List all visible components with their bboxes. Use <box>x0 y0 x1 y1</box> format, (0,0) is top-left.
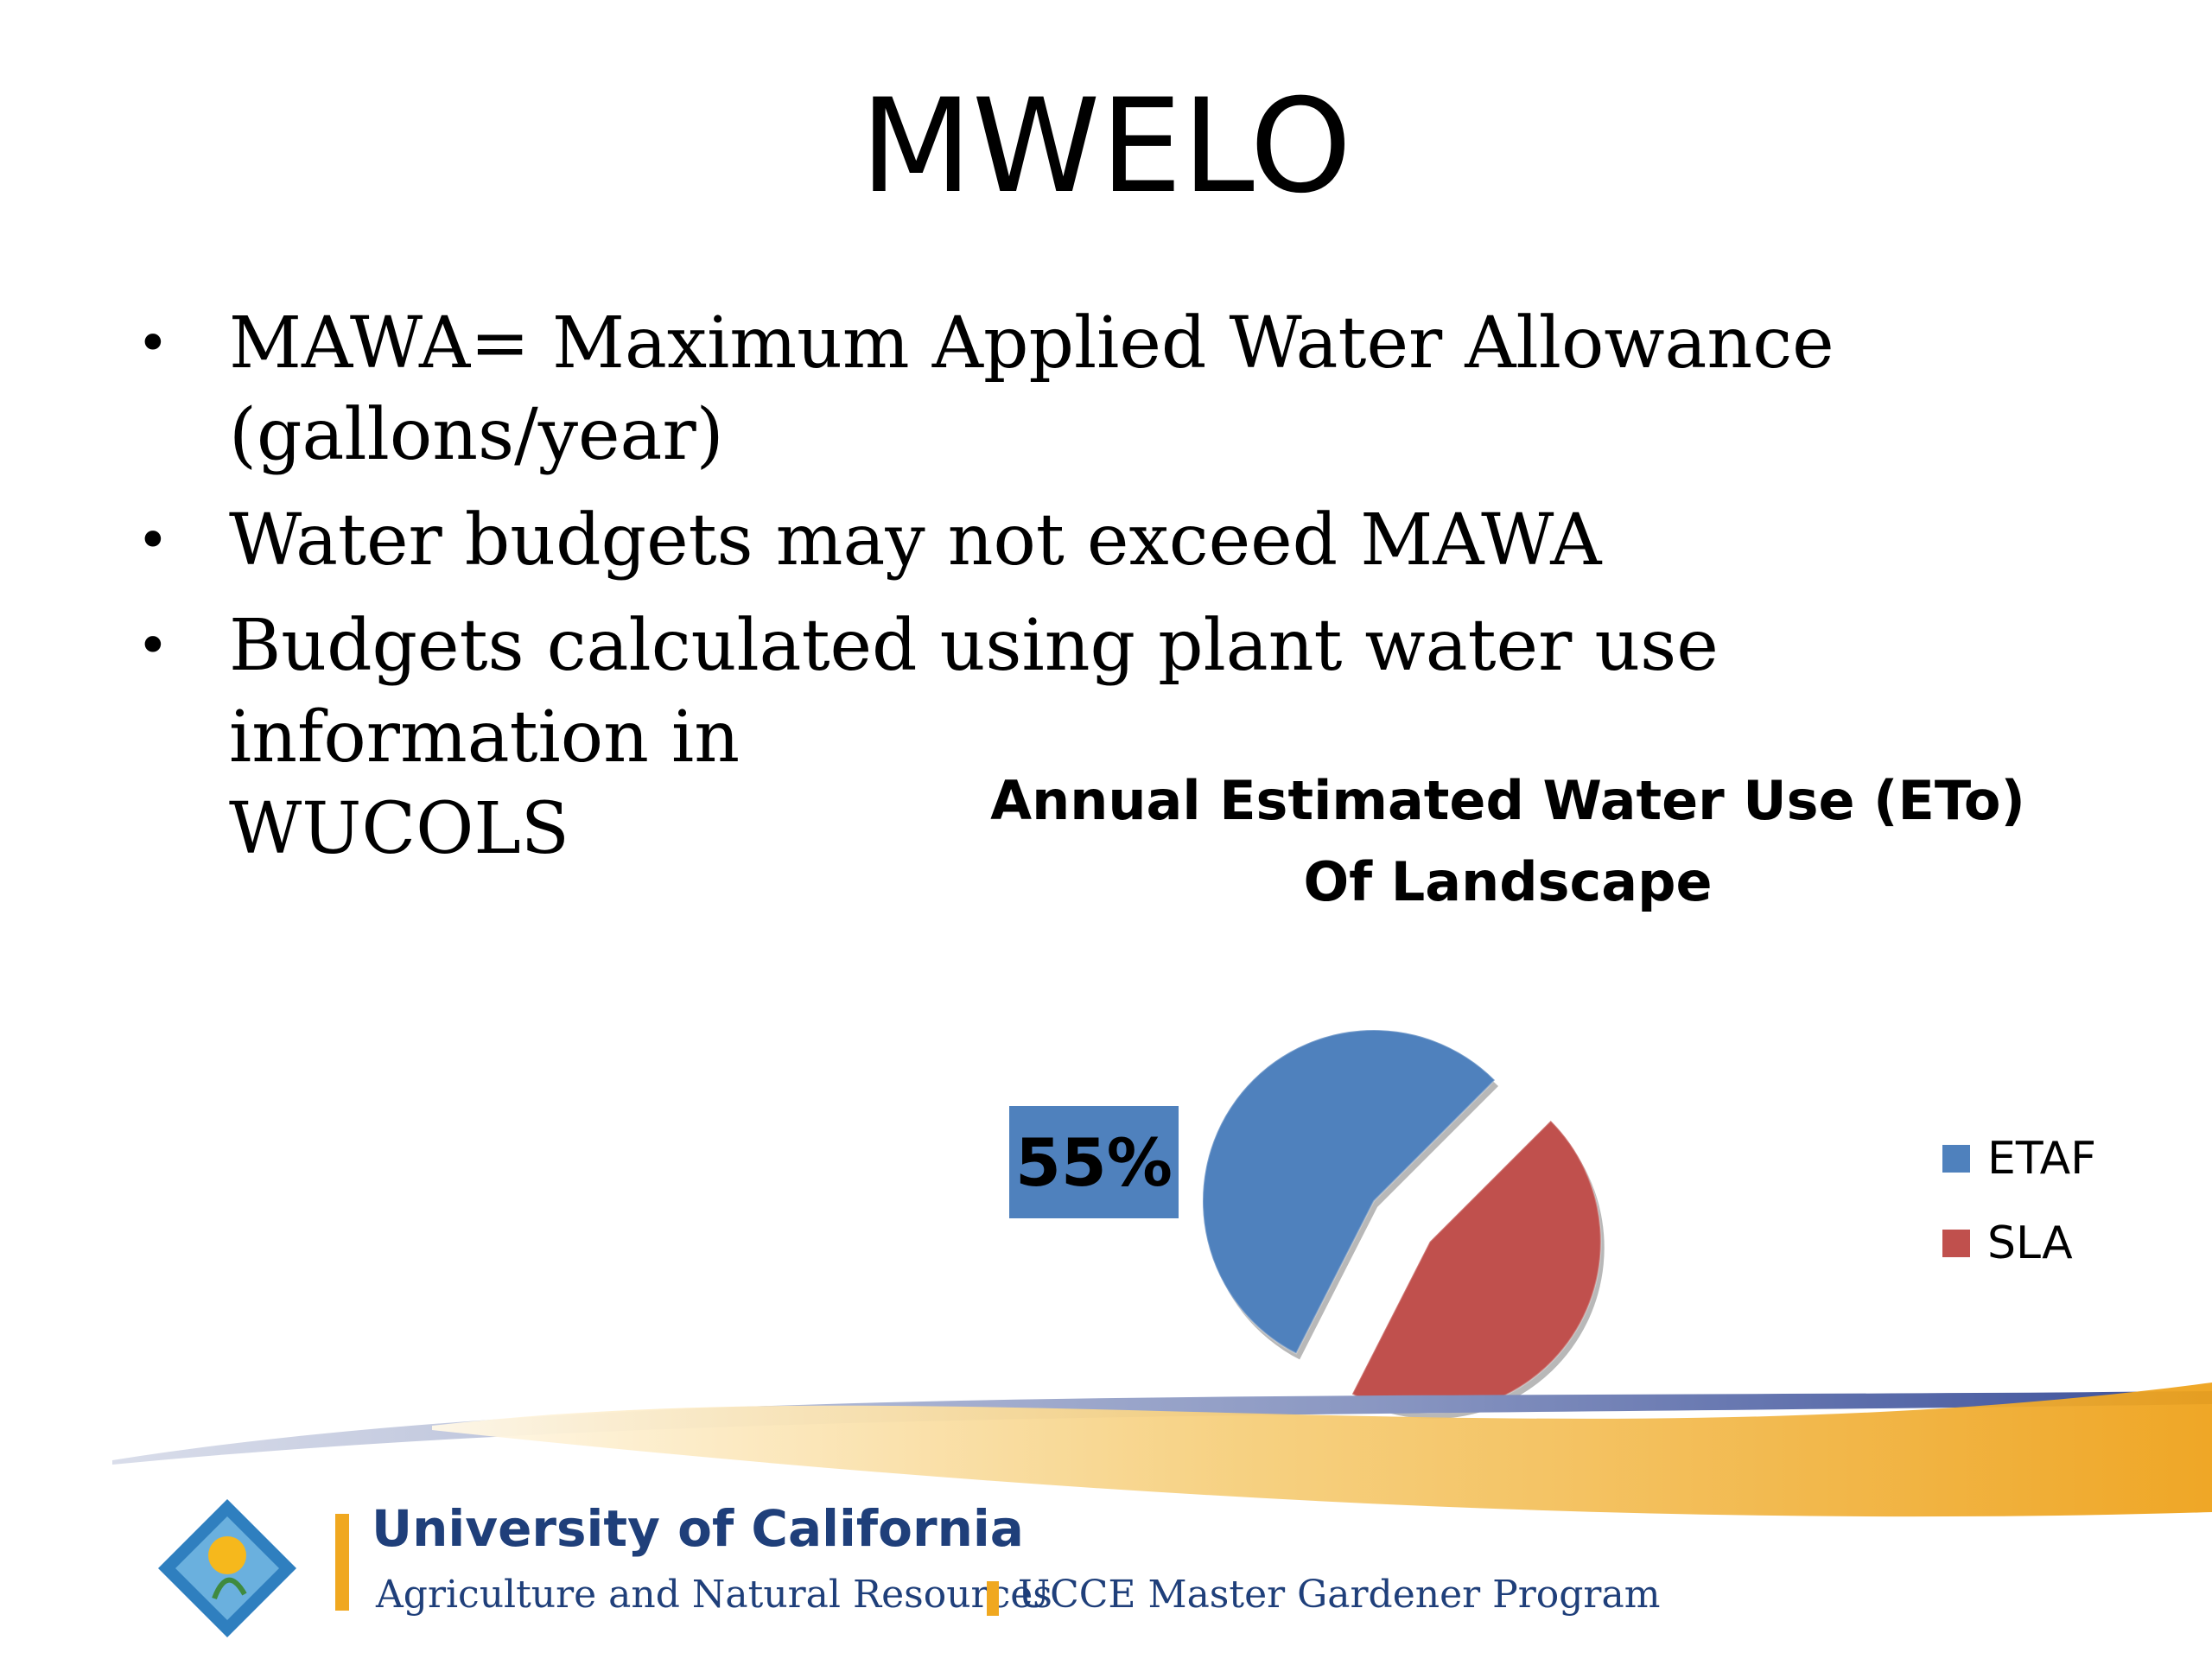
pie-slice-etaf <box>1202 1029 1497 1355</box>
org-division: Agriculture and Natural Resources <box>376 1573 1052 1617</box>
bullet-text-line: (gallons/year) <box>229 394 724 476</box>
uc-logo-icon <box>158 1499 296 1637</box>
divider-bar <box>335 1514 349 1611</box>
bullet-item: • Water budgets may not exceed MAWA <box>130 495 2117 587</box>
legend-swatch <box>1942 1230 1970 1257</box>
bullet-text-line: Budgets calculated using plant water use… <box>229 605 1719 779</box>
bullet-text-line: WUCOLS <box>229 788 569 870</box>
legend-swatch <box>1942 1145 1970 1173</box>
chart-title: Annual Estimated Water Use (ETo) Of Land… <box>976 760 2039 923</box>
program-name: UCCE Master Gardener Program <box>1018 1573 1661 1617</box>
legend-label: ETAF <box>1987 1133 2097 1185</box>
slide-title: MWELO <box>860 72 1352 222</box>
bullet-item: • Budgets calculated using plant water u… <box>130 601 2117 875</box>
chart-title-line: Annual Estimated Water Use (ETo) <box>990 769 2025 832</box>
bullet-text-line: MAWA= Maximum Applied Water Allowance <box>229 302 1834 385</box>
bullet-text-line: Water budgets may not exceed MAWA <box>229 499 1602 582</box>
legend-item-sla: SLA <box>1942 1217 2096 1270</box>
divider-bar <box>987 1581 999 1616</box>
legend-label: SLA <box>1987 1217 2073 1269</box>
org-name: University of California <box>372 1499 1024 1558</box>
footer-ribbon <box>112 1382 2212 1517</box>
bullet-icon: • <box>137 312 169 376</box>
bullet-item: • MAWA= Maximum Applied Water Allowance … <box>130 298 2117 481</box>
data-label-etaf: 55% <box>1015 1124 1173 1201</box>
bullet-icon: • <box>137 614 169 678</box>
data-label-box <box>1009 1106 1179 1218</box>
bullet-list: • MAWA= Maximum Applied Water Allowance … <box>130 298 2117 889</box>
chart-title-line: Of Landscape <box>1303 850 1713 913</box>
legend-item-etaf: ETAF <box>1942 1132 2096 1185</box>
bullet-icon: • <box>137 509 169 573</box>
chart-legend: ETAF SLA <box>1942 1132 2096 1301</box>
